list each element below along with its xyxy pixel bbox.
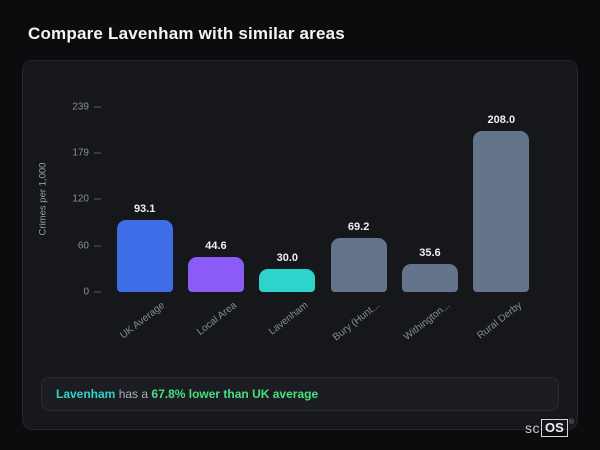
x-axis-category-label: Local Area: [194, 300, 239, 338]
bar-value-label: 208.0: [487, 114, 516, 126]
footer-subject: Lavenham: [56, 387, 116, 401]
bar-group: 44.6 Local Area: [187, 107, 244, 338]
bar[interactable]: [330, 238, 387, 292]
chart-card: Crimes per 1,000 93.1 UK Average 44.6 Local…: [22, 60, 578, 430]
bar-plot: 93.1 UK Average 44.6 Local Area 30.0 Lavenham…: [72, 102, 537, 343]
bar-chart: Crimes per 1,000 93.1 UK Average 44.6 Local…: [23, 61, 577, 429]
y-axis-tick: 239: [72, 102, 109, 113]
y-axis-tick-value: 239: [72, 101, 89, 113]
bar[interactable]: [401, 264, 458, 292]
y-axis-tick: 179: [72, 148, 109, 159]
y-axis-label: Crimes per 1,000: [37, 162, 49, 236]
bar[interactable]: [259, 269, 316, 292]
bar-group: 93.1 UK Average: [116, 107, 173, 341]
bar-group: 35.6 Withington...: [401, 107, 458, 343]
x-axis-category-label: Rural Derby: [475, 300, 525, 342]
bar[interactable]: [116, 220, 173, 292]
bar-value-label: 30.0: [276, 252, 299, 264]
footer-highlight: 67.8% lower than UK average: [151, 387, 319, 401]
bar-value-label: 35.6: [419, 247, 441, 259]
x-axis-category-label: UK Average: [118, 300, 168, 342]
page-title: Compare Lavenham with similar areas: [28, 24, 345, 43]
logo-boxed: OS: [541, 419, 568, 437]
scos-logo: sc OS ®: [525, 419, 574, 437]
x-axis-category-label: Bury (Hunt...: [330, 300, 382, 344]
registered-mark: ®: [568, 419, 574, 426]
footer-middle: has a: [115, 387, 152, 401]
y-axis-tick-value: 179: [72, 147, 89, 159]
bar-value-label: 44.6: [205, 240, 227, 252]
bar-value-label: 69.2: [347, 221, 370, 233]
tick-mark: [94, 198, 101, 200]
tick-mark: [94, 291, 101, 293]
tick-mark: [94, 152, 101, 154]
bar-group: 69.2 Bury (Hunt...: [330, 107, 387, 343]
y-axis-tick-value: 0: [83, 286, 89, 298]
bar[interactable]: [187, 257, 244, 292]
tick-mark: [94, 245, 101, 247]
y-axis-tick-value: 60: [77, 240, 89, 252]
bar-group: 30.0 Lavenham: [259, 107, 316, 337]
tick-mark: [94, 106, 101, 108]
bar[interactable]: [473, 131, 530, 292]
x-axis-category-label: Withington...: [402, 300, 453, 343]
comparison-note: Lavenham has a 67.8% lower than UK avera…: [41, 377, 559, 411]
bar-group: 208.0 Rural Derby: [473, 107, 530, 342]
y-axis-tick: 120: [72, 194, 109, 205]
y-axis-tick: 0: [83, 287, 109, 298]
y-axis-tick-value: 120: [72, 193, 89, 205]
logo-prefix: sc: [525, 420, 541, 436]
y-axis-tick: 60: [78, 240, 109, 251]
bar-value-label: 93.1: [133, 203, 156, 215]
x-axis-category-label: Lavenham: [266, 300, 311, 338]
